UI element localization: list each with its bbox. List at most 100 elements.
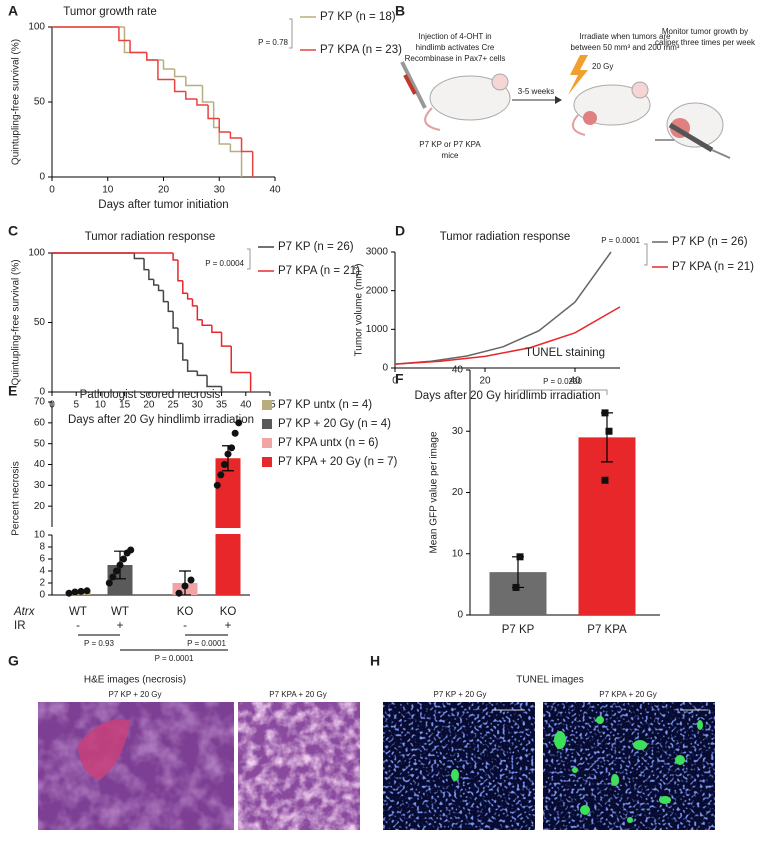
y-tick-label: 40 (452, 365, 464, 376)
y-tick-label: 0 (39, 387, 45, 398)
image-label: P7 KPA + 20 Gy (269, 690, 326, 699)
p-bracket (644, 243, 648, 266)
survival-step (148, 269, 154, 281)
y-tick-label: 10 (34, 530, 46, 541)
survival-step (118, 27, 131, 42)
survival-step (196, 305, 203, 321)
x-tick-label: 35 (216, 400, 228, 411)
x-tick-label: 10 (102, 185, 114, 196)
x-axis-label: Days after tumor initiation (98, 199, 228, 211)
axis-break (46, 528, 250, 534)
panel-title: TUNEL images (516, 675, 583, 686)
x-tick-label: 25 (168, 400, 180, 411)
survival-step (229, 132, 242, 139)
legend-label: P7 KP (n = 18) (320, 11, 396, 23)
group-value: - (76, 620, 80, 632)
legend-label: P7 KPA (n = 21) (672, 261, 754, 273)
group-name: IR (14, 620, 26, 632)
y-tick-label: 20 (452, 487, 464, 498)
y-tick-label: 50 (34, 97, 46, 108)
survival-step (133, 253, 145, 260)
legend-swatch (262, 419, 272, 429)
p-value: P = 0.0230 (543, 377, 582, 386)
group-name: Atrx (13, 606, 36, 618)
x-axis-label: Days after 20 Gy hindlimb irradiation (68, 414, 254, 426)
data-point (105, 579, 113, 587)
y-tick-label: 100 (28, 248, 45, 259)
survival-step (206, 375, 222, 388)
y-tick-label: 0 (39, 590, 45, 601)
data-point (217, 471, 225, 479)
x-tick-label: P7 KPA (587, 624, 627, 636)
y-tick-label: 60 (34, 417, 46, 428)
mice-text: mice (442, 151, 459, 160)
y-tick-label: 2000 (366, 285, 389, 296)
data-point (224, 450, 232, 458)
data-point (71, 588, 79, 596)
group-value: KO (220, 606, 237, 618)
survival-step (212, 102, 220, 129)
data-point (120, 555, 128, 563)
legend-label: P7 KPA + 20 Gy (n = 7) (278, 456, 397, 468)
image-panels: G H&E images (necrosis) P7 KP + 20 Gy P7… (8, 653, 715, 830)
legend-swatch (262, 438, 272, 448)
survival-step (186, 360, 198, 372)
survival-step (143, 258, 149, 271)
group-value: WT (111, 606, 129, 618)
data-point (220, 461, 228, 468)
legend-label: P7 KPA (n = 23) (320, 44, 402, 56)
data-point (127, 546, 135, 554)
panel-label: H (370, 653, 380, 669)
survival-step (162, 290, 169, 303)
data-point (181, 582, 189, 590)
y-tick-label: 20 (34, 501, 46, 512)
survival-step (230, 346, 251, 374)
tunel-image (543, 702, 715, 830)
legend-label: P7 KP (n = 26) (278, 241, 354, 253)
survival-step (218, 118, 231, 133)
step-text: between 50 mm³ and 200 mm³ (571, 43, 680, 52)
survival-step (182, 280, 188, 295)
data-point (213, 481, 221, 489)
survival-step (185, 91, 197, 100)
survival-step (152, 279, 159, 286)
survival-step (220, 332, 232, 347)
step-text: Injection of 4-OHT in (418, 32, 491, 41)
panel-label: C (8, 223, 18, 239)
p-value: P = 0.0001 (601, 236, 640, 245)
y-tick-label: 70 (34, 397, 46, 408)
survival-step (191, 298, 198, 307)
survival-step (201, 319, 212, 327)
step-text: hindlimb activates Cre (416, 43, 495, 52)
p-value: P = 0.0001 (155, 654, 194, 663)
step-text: caliper three times per week (655, 38, 756, 47)
chart-title: Pathologist scored necrosis (80, 389, 221, 401)
p-bracket (517, 389, 608, 395)
chart-title: Tumor radiation response (440, 231, 571, 243)
y-tick-label: 3000 (366, 247, 389, 258)
chart-title: Tumor radiation response (85, 231, 216, 243)
step-text: Irradiate when tumors are (579, 32, 671, 41)
y-tick-label: 0 (382, 363, 388, 374)
survival-step (177, 259, 183, 282)
x-tick-label: 15 (119, 400, 131, 411)
y-axis-label: Percent necrosis (11, 461, 22, 535)
image-label: P7 KPA + 20 Gy (599, 690, 656, 699)
legend-label: P7 KP (n = 26) (672, 236, 748, 248)
survival-step (186, 293, 193, 300)
step-text: Monitor tumor growth by (662, 27, 748, 36)
x-tick-label: 20 (479, 376, 491, 387)
p-bracket (289, 18, 293, 49)
data-point (77, 587, 85, 595)
survival-step (185, 76, 203, 87)
y-tick-label: 8 (39, 542, 45, 553)
survival-step (129, 40, 147, 54)
panel-label: A (8, 3, 18, 19)
mouse (424, 73, 511, 131)
step-text: Recombinase in Pax7+ cells (405, 54, 506, 63)
mouse (571, 81, 651, 136)
x-tick-label: 40 (569, 376, 581, 387)
legend-swatch (262, 457, 272, 467)
legend-label: P7 KP untx (n = 4) (278, 399, 372, 411)
he-image (38, 702, 234, 830)
